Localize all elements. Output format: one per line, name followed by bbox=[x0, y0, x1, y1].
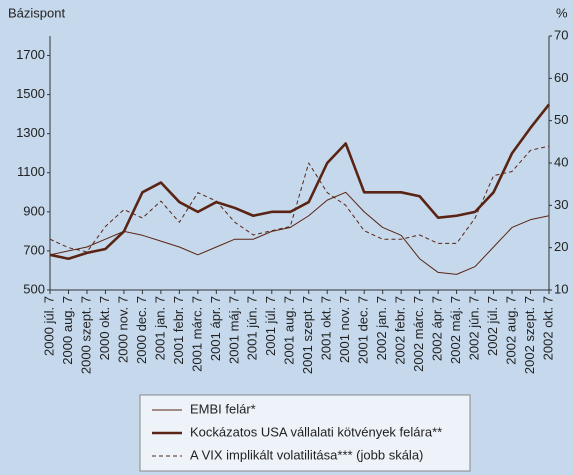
x-tick-label: 2001 jún. 7 bbox=[245, 296, 260, 360]
x-tick-label: 2000 júl. 7 bbox=[41, 296, 56, 356]
series-line bbox=[49, 191, 550, 275]
legend-label: Kockázatos USA vállalati kötvények felár… bbox=[190, 424, 442, 439]
series-line bbox=[49, 103, 551, 261]
x-tick-label: 2000 szept. 7 bbox=[78, 296, 93, 374]
y2-tick-label: 30 bbox=[554, 197, 568, 212]
series-line bbox=[49, 145, 550, 253]
y-tick-label: 1500 bbox=[16, 86, 45, 101]
x-tick-label: 2001 dec. 7 bbox=[356, 296, 371, 364]
x-tick-label: 2001 ápr. 7 bbox=[208, 296, 223, 361]
x-tick-label: 2002 okt. 7 bbox=[540, 296, 555, 360]
legend-label: EMBI felár* bbox=[190, 401, 256, 416]
x-tick-label: 2001 júl. 7 bbox=[263, 296, 278, 356]
x-tick-label: 2002 szept. 7 bbox=[522, 296, 537, 374]
x-tick-label: 2002 febr. 7 bbox=[393, 296, 408, 365]
x-tick-label: 2000 okt. 7 bbox=[97, 296, 112, 360]
y-tick-label: 700 bbox=[23, 242, 45, 257]
x-tick-label: 2002 máj. 7 bbox=[448, 296, 463, 364]
x-tick-label: 2002 aug. 7 bbox=[503, 296, 518, 365]
x-tick-label: 2000 dec. 7 bbox=[134, 296, 149, 364]
x-tick-label: 2001 okt. 7 bbox=[319, 296, 334, 360]
x-tick-label: 2000 aug. 7 bbox=[60, 296, 75, 365]
x-tick-label: 2002 jan. 7 bbox=[374, 296, 389, 360]
y2-axis-title: % bbox=[556, 5, 568, 20]
x-tick-label: 2001 jan. 7 bbox=[152, 296, 167, 360]
y2-tick-label: 40 bbox=[554, 154, 568, 169]
y-tick-label: 900 bbox=[23, 203, 45, 218]
y2-tick-label: 10 bbox=[554, 281, 568, 296]
x-tick-label: 2002 ápr. 7 bbox=[430, 296, 445, 361]
x-tick-label: 2001 szept. 7 bbox=[300, 296, 315, 374]
x-tick-label: 2002 júl. 7 bbox=[485, 296, 500, 356]
legend bbox=[139, 394, 471, 472]
y-tick-label: 500 bbox=[23, 281, 45, 296]
y-axis-title: Bázispont bbox=[8, 5, 65, 20]
y2-tick-label: 20 bbox=[554, 239, 568, 254]
x-tick-label: 2001 máj. 7 bbox=[226, 296, 241, 364]
x-tick-label: 2001 márc. 7 bbox=[189, 296, 204, 372]
y2-tick-label: 50 bbox=[554, 112, 568, 127]
y-tick-label: 1300 bbox=[16, 125, 45, 140]
y2-tick-label: 70 bbox=[554, 27, 568, 42]
x-tick-label: 2002 márc. 7 bbox=[411, 296, 426, 372]
x-tick-label: 2002 jún. 7 bbox=[467, 296, 482, 360]
y2-tick-label: 60 bbox=[554, 70, 568, 85]
x-tick-label: 2001 nov. 7 bbox=[337, 296, 352, 363]
y-tick-label: 1700 bbox=[16, 47, 45, 62]
legend-label: A VIX implikált volatilitása*** (jobb sk… bbox=[190, 447, 423, 462]
x-tick-label: 2000 nov. 7 bbox=[115, 296, 130, 363]
x-tick-label: 2001 febr. 7 bbox=[171, 296, 186, 365]
y-tick-label: 1100 bbox=[17, 164, 45, 179]
x-tick-label: 2001 aug. 7 bbox=[282, 296, 297, 365]
